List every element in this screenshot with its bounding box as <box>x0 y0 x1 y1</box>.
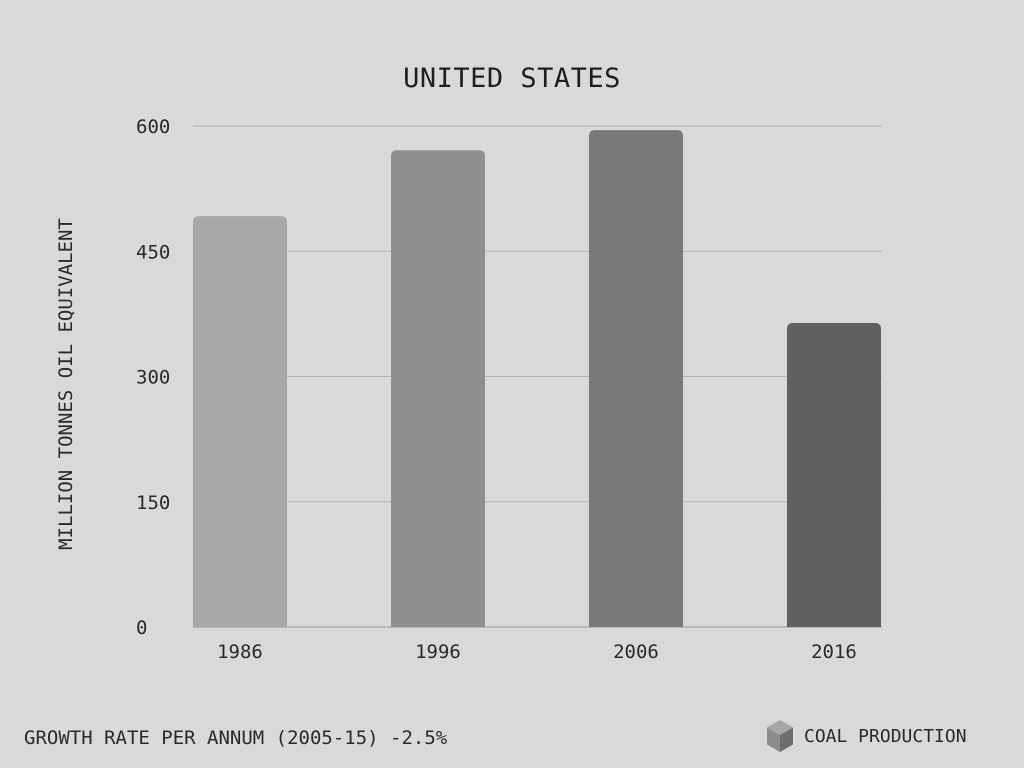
bar-2016 <box>787 323 881 627</box>
x-tick-label: 1986 <box>217 641 263 663</box>
x-tick-label: 2006 <box>613 641 659 663</box>
bar-1996 <box>391 150 485 627</box>
y-axis-ticks: 0 150 300 450 600 <box>136 116 170 639</box>
growth-rate-text: GROWTH RATE PER ANNUM (2005-15) -2.5% <box>24 727 448 749</box>
y-tick-label: 450 <box>136 241 170 263</box>
y-axis-label: MILLION TONNES OIL EQUIVALENT <box>55 218 77 550</box>
y-tick-label: 0 <box>136 617 147 639</box>
gridlines <box>193 125 882 628</box>
bar-2006 <box>589 130 683 628</box>
y-tick-label: 600 <box>136 116 170 138</box>
cube-icon <box>767 720 793 752</box>
legend-label: COAL PRODUCTION <box>804 725 967 747</box>
chart-title: UNITED STATES <box>403 63 621 94</box>
bar-1986 <box>193 216 287 627</box>
x-tick-label: 2016 <box>811 641 857 663</box>
y-tick-label: 150 <box>136 492 170 514</box>
y-tick-label: 300 <box>136 367 170 389</box>
x-tick-label: 1996 <box>415 641 461 663</box>
bars <box>193 130 881 628</box>
x-axis-ticks: 1986 1996 2006 2016 <box>217 641 857 663</box>
legend: COAL PRODUCTION <box>766 718 967 754</box>
